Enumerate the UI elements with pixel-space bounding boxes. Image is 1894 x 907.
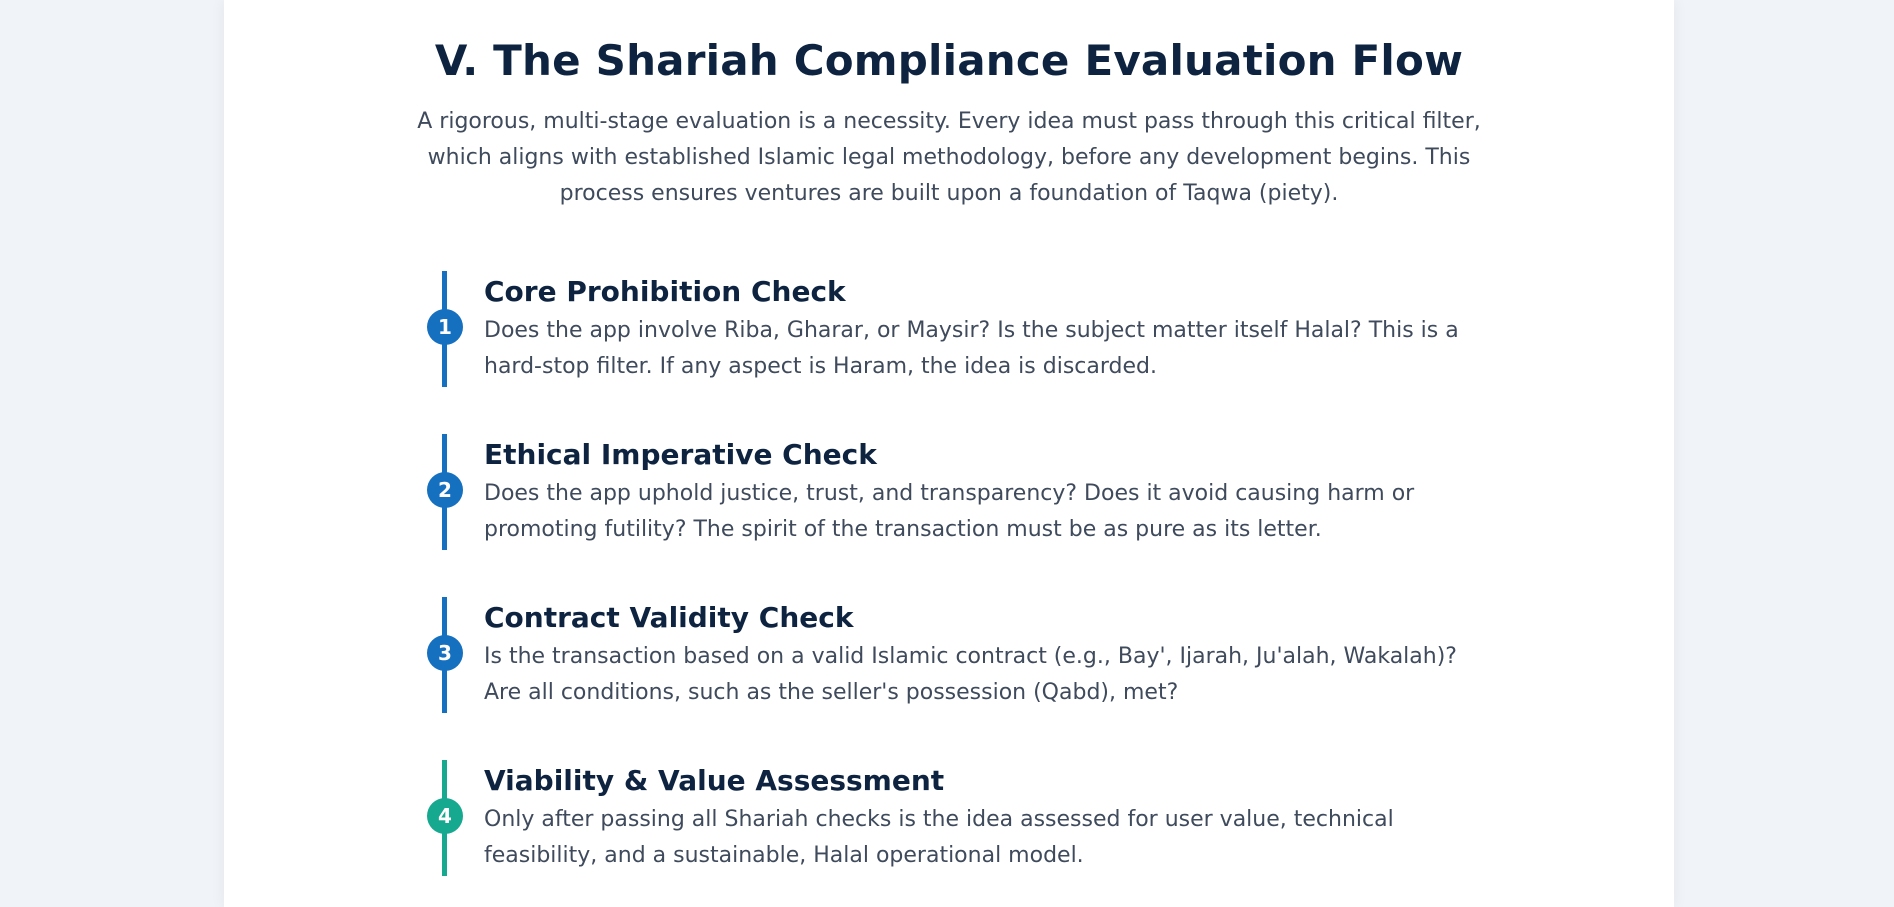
step-number-badge: 4 (427, 798, 463, 834)
step-contract-validity: 3 Contract Validity Check Is the transac… (424, 597, 1474, 713)
step-description: Is the transaction based on a valid Isla… (484, 644, 1457, 705)
step-number-badge: 3 (427, 635, 463, 671)
step-ethical-imperative: 2 Ethical Imperative Check Does the app … (424, 434, 1474, 550)
step-title: Ethical Imperative Check (484, 438, 877, 471)
step-number-badge: 2 (427, 472, 463, 508)
step-description: Does the app involve Riba, Gharar, or Ma… (484, 318, 1459, 379)
intro-paragraph: A rigorous, multi-stage evaluation is a … (417, 109, 1481, 206)
step-title: Core Prohibition Check (484, 275, 846, 308)
document-page: V. The Shariah Compliance Evaluation Flo… (224, 0, 1674, 907)
step-description: Does the app uphold justice, trust, and … (484, 481, 1415, 542)
step-title: Contract Validity Check (484, 601, 854, 634)
step-title: Viability & Value Assessment (484, 764, 945, 797)
page-title: V. The Shariah Compliance Evaluation Flo… (434, 36, 1464, 85)
step-description: Only after passing all Shariah checks is… (484, 807, 1394, 868)
step-viability-assessment: 4 Viability & Value Assessment Only afte… (424, 760, 1474, 876)
step-number-badge: 1 (427, 309, 463, 345)
step-core-prohibition: 1 Core Prohibition Check Does the app in… (424, 271, 1474, 387)
